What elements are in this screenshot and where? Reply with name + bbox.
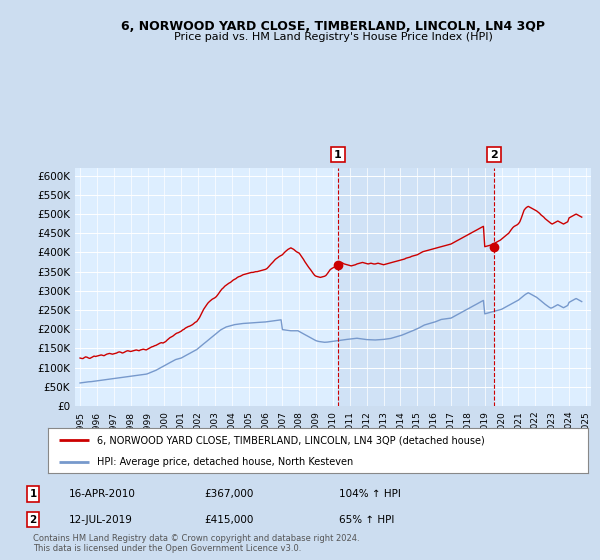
Text: 16-APR-2010: 16-APR-2010: [69, 489, 136, 499]
Text: 1: 1: [29, 489, 37, 499]
Text: Contains HM Land Registry data © Crown copyright and database right 2024.
This d: Contains HM Land Registry data © Crown c…: [33, 534, 359, 553]
Text: 12-JUL-2019: 12-JUL-2019: [69, 515, 133, 525]
Text: 6, NORWOOD YARD CLOSE, TIMBERLAND, LINCOLN, LN4 3QP (detached house): 6, NORWOOD YARD CLOSE, TIMBERLAND, LINCO…: [97, 436, 484, 446]
Text: £415,000: £415,000: [204, 515, 253, 525]
Text: 104% ↑ HPI: 104% ↑ HPI: [339, 489, 401, 499]
Text: Price paid vs. HM Land Registry's House Price Index (HPI): Price paid vs. HM Land Registry's House …: [173, 32, 493, 43]
Text: 2: 2: [29, 515, 37, 525]
Bar: [338, 168, 494, 406]
Text: £367,000: £367,000: [204, 489, 253, 499]
Text: HPI: Average price, detached house, North Kesteven: HPI: Average price, detached house, Nort…: [97, 457, 353, 467]
Text: 6, NORWOOD YARD CLOSE, TIMBERLAND, LINCOLN, LN4 3QP: 6, NORWOOD YARD CLOSE, TIMBERLAND, LINCO…: [121, 20, 545, 32]
Text: 2: 2: [490, 150, 498, 160]
Text: 1: 1: [334, 150, 342, 160]
Text: 65% ↑ HPI: 65% ↑ HPI: [339, 515, 394, 525]
